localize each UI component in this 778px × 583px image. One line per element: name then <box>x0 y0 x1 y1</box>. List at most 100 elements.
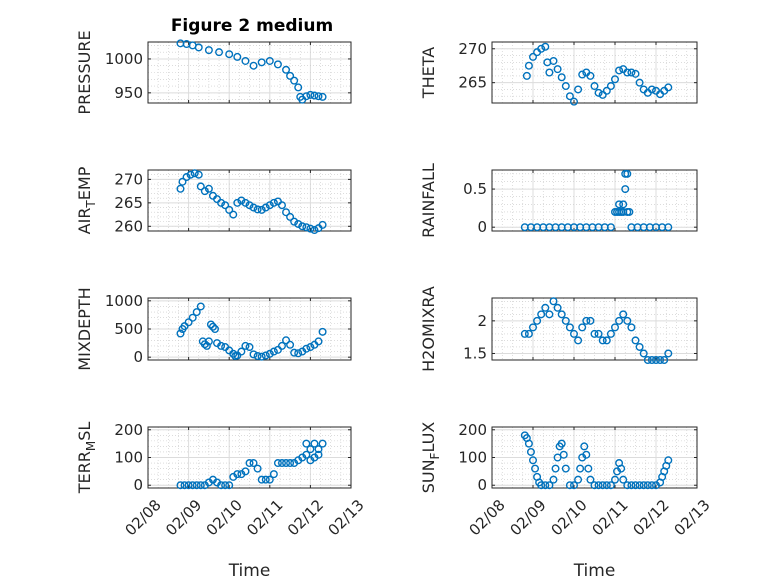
data-point <box>576 464 585 473</box>
data-point <box>635 342 644 351</box>
data-point <box>537 481 546 490</box>
data-point <box>590 329 599 338</box>
y-tick-label: 270 <box>458 40 487 58</box>
x-axis-label: Time <box>228 561 271 581</box>
data-point <box>290 76 299 85</box>
data-point <box>257 475 266 484</box>
data-point <box>217 341 226 350</box>
data-point <box>541 481 550 490</box>
y-tick-label: 260 <box>114 217 143 235</box>
y-tick-label: 0 <box>477 218 487 236</box>
data-point <box>602 86 611 95</box>
x-tick-label: 02/12 <box>629 496 672 539</box>
data-point <box>269 470 278 479</box>
data-point <box>277 201 286 210</box>
y-label-subscript: T <box>84 200 98 209</box>
subplot-theta: 265 270 THETA <box>419 40 698 106</box>
data-point <box>584 464 593 473</box>
data-point <box>524 329 533 338</box>
data-point <box>647 481 656 490</box>
data-point <box>204 184 213 193</box>
data-point <box>265 201 274 210</box>
data-point <box>233 52 242 61</box>
data-point <box>318 327 327 336</box>
axes-frame <box>491 169 698 232</box>
data-point <box>664 456 673 465</box>
data-point <box>647 356 656 365</box>
data-point <box>623 169 632 178</box>
data-point <box>277 459 286 468</box>
subplot-h2omixra: 1.5 2 H2OMIXRA <box>419 286 698 372</box>
y-label-main: H2OMIXRA <box>419 286 438 372</box>
data-point <box>192 481 201 490</box>
y-tick-label: 500 <box>114 320 143 338</box>
data-point <box>210 325 219 334</box>
data-point <box>196 182 205 191</box>
data-point <box>598 481 607 490</box>
y-axis-label: TERRMSL <box>75 422 98 495</box>
data-point <box>664 349 673 358</box>
data-point <box>574 336 583 345</box>
data-point <box>623 481 632 490</box>
data-point <box>302 223 311 232</box>
data-point <box>611 75 620 84</box>
data-point <box>647 85 656 94</box>
y-label-main: TERR <box>75 451 94 494</box>
axes-frame <box>491 297 698 361</box>
y-tick-label: 270 <box>114 170 143 188</box>
data-point <box>221 201 230 210</box>
data-point <box>615 316 624 325</box>
data-point <box>606 481 615 490</box>
data-point <box>615 66 624 75</box>
data-point <box>529 52 538 61</box>
data-point <box>627 481 636 490</box>
data-point <box>619 475 628 484</box>
data-point <box>215 48 224 57</box>
data-point <box>611 475 620 484</box>
x-tick-label: 02/09 <box>162 496 205 539</box>
data-point <box>537 310 546 319</box>
data-point <box>225 205 234 214</box>
data-point <box>261 203 270 212</box>
data-point <box>237 196 246 205</box>
data-point <box>570 481 579 490</box>
data-point <box>557 310 566 319</box>
data-point <box>598 336 607 345</box>
y-tick-label: 100 <box>114 449 143 467</box>
axes-frame <box>491 41 698 104</box>
data-point <box>578 323 587 332</box>
data-point <box>598 90 607 99</box>
data-point <box>269 198 278 207</box>
data-point <box>537 44 546 53</box>
data-point <box>570 329 579 338</box>
y-tick-label: 2 <box>477 312 487 330</box>
data-point <box>310 439 319 448</box>
data-point <box>606 223 615 232</box>
data-point <box>294 349 303 358</box>
data-point <box>233 470 242 479</box>
y-axis-label: RAINFALL <box>419 163 438 238</box>
data-series <box>520 297 673 365</box>
subplot-pressure: 950 1000 PRESSURE <box>75 30 352 115</box>
data-point <box>269 347 278 356</box>
data-point <box>282 336 291 345</box>
x-tick-label: 02/10 <box>547 496 590 539</box>
data-point <box>277 341 286 350</box>
data-point <box>551 464 560 473</box>
data-point <box>606 82 615 91</box>
data-point <box>233 351 242 360</box>
data-point <box>545 310 554 319</box>
data-point <box>574 475 583 484</box>
data-point <box>190 169 199 178</box>
data-point <box>602 481 611 490</box>
y-axis-label: AIRTEMP <box>75 166 98 234</box>
data-point <box>529 456 538 465</box>
data-point <box>253 352 262 361</box>
data-point <box>253 205 262 214</box>
data-point <box>318 220 327 229</box>
data-point <box>664 223 673 232</box>
data-point <box>200 187 209 196</box>
y-axis-label: MIXDEPTH <box>75 287 94 370</box>
data-point <box>192 308 201 317</box>
